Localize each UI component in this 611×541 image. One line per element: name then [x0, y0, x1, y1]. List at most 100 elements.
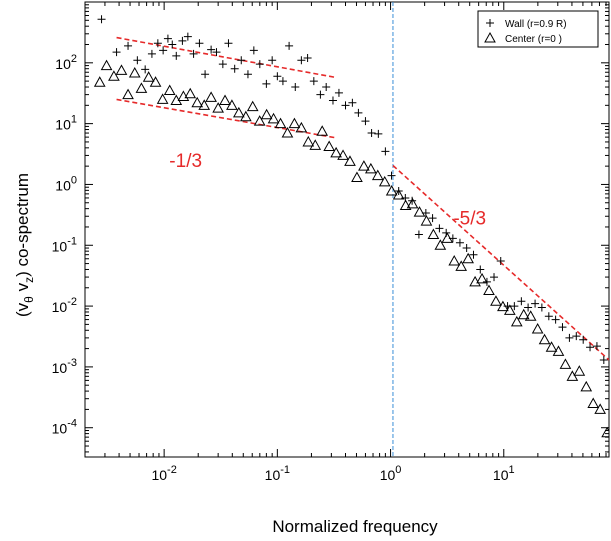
x-tick-label: 101: [493, 464, 515, 483]
center-point: [462, 252, 474, 264]
center-point: [580, 380, 593, 392]
center-point: [142, 71, 155, 82]
wall-point: [558, 323, 567, 332]
x-tick-label: 10-2: [151, 464, 176, 483]
wall-point: [237, 56, 246, 65]
center-point: [309, 139, 322, 150]
wall-point: [374, 129, 383, 138]
wall-point: [183, 32, 192, 41]
slope-annotation: -5/3: [453, 208, 486, 229]
center-point: [358, 160, 370, 171]
wall-point: [207, 45, 216, 54]
center-point: [434, 239, 447, 250]
wall-point: [361, 117, 370, 126]
center-point: [427, 228, 440, 240]
wall-point: [551, 315, 560, 324]
wall-point: [218, 60, 227, 69]
center-point: [163, 84, 176, 96]
wall-point: [496, 257, 505, 266]
wall-point: [262, 79, 271, 88]
wall-point: [230, 64, 239, 73]
wall-point: [387, 171, 396, 180]
wall-point: [249, 46, 258, 55]
fit-line: [116, 36, 335, 78]
wall-point: [354, 108, 363, 117]
center-point: [212, 102, 224, 113]
center-point: [274, 117, 287, 129]
wall-point: [348, 98, 357, 107]
wall-point: [97, 15, 106, 24]
center-point: [177, 90, 190, 101]
wall-point: [201, 70, 210, 79]
center-point: [378, 175, 391, 187]
center-point: [399, 199, 412, 211]
center-point: [566, 370, 579, 381]
wall-point: [255, 60, 264, 69]
center-point: [288, 117, 301, 129]
wall-point: [544, 312, 553, 321]
center-point: [93, 76, 106, 87]
wall-point: [291, 83, 300, 92]
wall-point: [367, 129, 376, 138]
center-point: [552, 345, 565, 356]
y-tick-label: 10-1: [52, 235, 77, 254]
center-point: [100, 59, 113, 71]
center-point: [364, 162, 377, 174]
wall-point: [381, 147, 390, 156]
legend-triangle-marker: [484, 31, 496, 43]
x-tick-label: 100: [380, 464, 402, 483]
wall-point: [322, 83, 331, 92]
wall-point: [224, 39, 233, 48]
y-tick-label: 100: [55, 174, 77, 193]
center-point: [413, 206, 426, 217]
wall-point: [163, 34, 172, 43]
center-point: [587, 397, 600, 409]
center-point: [246, 100, 259, 112]
wall-point: [592, 342, 601, 351]
center-point: [108, 70, 120, 81]
wall-point: [565, 333, 574, 342]
y-tick-label: 10-3: [52, 357, 77, 376]
wall-point: [303, 54, 312, 63]
wall-point: [408, 196, 417, 205]
slope-annotation: -1/3: [169, 151, 202, 172]
wall-point: [435, 224, 444, 233]
wall-point: [273, 72, 282, 81]
center-point: [538, 333, 551, 345]
center-point: [469, 275, 481, 287]
wall-point: [124, 41, 133, 50]
center-point: [128, 66, 141, 78]
wall-point: [268, 56, 277, 65]
wall-point: [490, 273, 499, 282]
y-tick-label: 10-2: [52, 296, 77, 315]
center-point: [441, 232, 454, 243]
center-point: [524, 310, 537, 321]
center-point: [295, 121, 308, 133]
center-point: [510, 315, 523, 327]
center-point: [385, 184, 398, 196]
legend-label: Center (r=0 ): [505, 34, 562, 45]
center-point: [559, 358, 572, 369]
wall-point: [586, 343, 595, 352]
wall-point: [243, 70, 252, 79]
wall-point: [524, 303, 533, 312]
center-point: [420, 215, 433, 226]
center-point: [573, 365, 586, 376]
wall-point: [212, 48, 221, 57]
center-point: [330, 146, 342, 158]
center-point: [232, 106, 245, 118]
center-point: [240, 110, 252, 122]
center-point: [392, 188, 405, 200]
wall-point: [133, 56, 142, 65]
wall-point: [476, 265, 485, 274]
center-point: [337, 149, 349, 160]
wall-point: [572, 332, 581, 341]
center-point: [545, 341, 558, 352]
legend-box: [477, 10, 599, 48]
center-point: [455, 260, 468, 271]
wall-point: [428, 214, 437, 223]
wall-point: [517, 297, 526, 306]
x-axis-title: Normalized frequency: [272, 517, 438, 536]
center-point: [149, 76, 162, 87]
center-point: [260, 108, 273, 120]
